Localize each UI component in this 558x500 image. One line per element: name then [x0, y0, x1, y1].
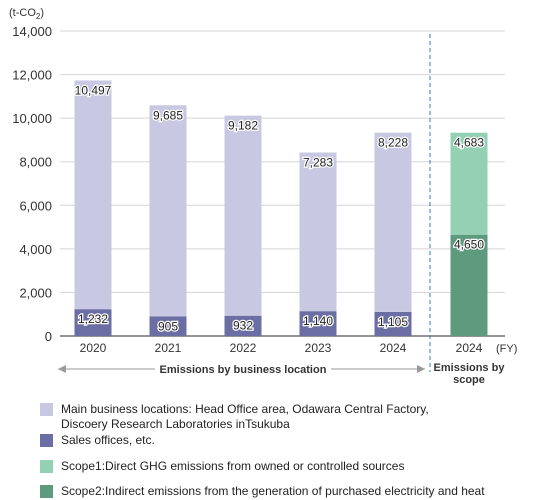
bar-emissions-by-business-location-2022-s1 — [224, 115, 262, 316]
bar-emissions-by-business-location-2023-s0 — [299, 311, 337, 336]
x-tick-label: 2024 — [456, 341, 483, 355]
legend-swatch-main-locations — [40, 403, 53, 416]
x-tick-label: 2023 — [305, 341, 332, 355]
y-tick-label: 10,000 — [12, 111, 52, 126]
bar-emissions-by-business-location-2024-s0 — [374, 311, 412, 336]
group-label-scope: Emissions by — [434, 362, 506, 374]
legend-swatch-sales-offices — [40, 434, 53, 447]
legend-item-main-locations: Main business locations: Head Office are… — [40, 402, 429, 432]
y-tick-label: 12,000 — [12, 68, 52, 83]
legend-label-scope1: Scope1:Direct GHG emissions from owned o… — [61, 459, 405, 473]
legend-swatch-scope1 — [40, 460, 53, 473]
legend-item-sales-offices: Sales offices, etc. — [40, 433, 155, 448]
data-label: 4,650 — [454, 238, 484, 252]
x-tick-label: 2021 — [155, 341, 182, 355]
data-label: 1,140 — [303, 314, 333, 328]
y-tick-label: 2,000 — [19, 285, 52, 300]
bar-emissions-by-business-location-2023-s1 — [299, 152, 337, 312]
legend-swatch-scope2 — [40, 485, 53, 498]
data-label: 8,228 — [378, 136, 408, 150]
data-label: 932 — [233, 319, 253, 333]
legend-item-scope2: Scope2:Indirect emissions from the gener… — [40, 484, 485, 499]
group-label-bg — [155, 361, 331, 377]
bar-emissions-by-scope-2024-s0 — [450, 234, 488, 336]
left-arrow-icon — [58, 365, 66, 373]
data-label: 9,685 — [153, 108, 183, 122]
bar-emissions-by-business-location-2021-s1 — [149, 105, 187, 317]
bar-emissions-by-business-location-2021-s0 — [149, 316, 187, 336]
data-label: 1,232 — [78, 312, 108, 326]
bar-emissions-by-scope-2024-s1 — [450, 132, 488, 235]
legend-label-main-locations: Main business locations: Head Office are… — [61, 402, 429, 431]
x-tick-label: 2024 — [380, 341, 407, 355]
y-tick-label: 0 — [45, 329, 52, 344]
y-unit-label: (t-CO2) — [9, 7, 44, 21]
bar-emissions-by-business-location-2024-s1 — [374, 132, 412, 312]
data-label: 1,105 — [378, 315, 408, 329]
group-label-scope: scope — [453, 374, 485, 386]
legend-label-scope2: Scope2:Indirect emissions from the gener… — [61, 484, 485, 498]
y-tick-label: 4,000 — [19, 242, 52, 257]
emissions-chart: (t-CO2) 0 2,000 4,000 6,000 8,000 10,000 12,000… — [9, 7, 517, 386]
right-arrow-icon — [417, 365, 425, 373]
data-label: 9,182 — [228, 119, 258, 133]
y-tick-label: 8,000 — [19, 155, 52, 170]
y-tick-label: 14,000 — [12, 24, 52, 39]
x-tick-label: 2022 — [230, 341, 257, 355]
data-label: 7,283 — [303, 155, 333, 169]
y-tick-label: 6,000 — [19, 198, 52, 213]
group-label-locations: Emissions by business location — [160, 364, 327, 376]
x-tick-label: 2020 — [80, 341, 107, 355]
bar-emissions-by-business-location-2020-s0 — [74, 309, 112, 336]
legend-label-sales-offices: Sales offices, etc. — [61, 433, 155, 447]
bar-emissions-by-business-location-2022-s0 — [224, 315, 262, 336]
legend-item-scope1: Scope1:Direct GHG emissions from owned o… — [40, 459, 404, 474]
bar-emissions-by-business-location-2020-s1 — [74, 80, 112, 310]
x-unit-label: (FY) — [496, 343, 517, 355]
data-label: 905 — [158, 319, 178, 333]
data-label: 4,683 — [454, 136, 484, 150]
data-label: 10,497 — [75, 83, 112, 97]
